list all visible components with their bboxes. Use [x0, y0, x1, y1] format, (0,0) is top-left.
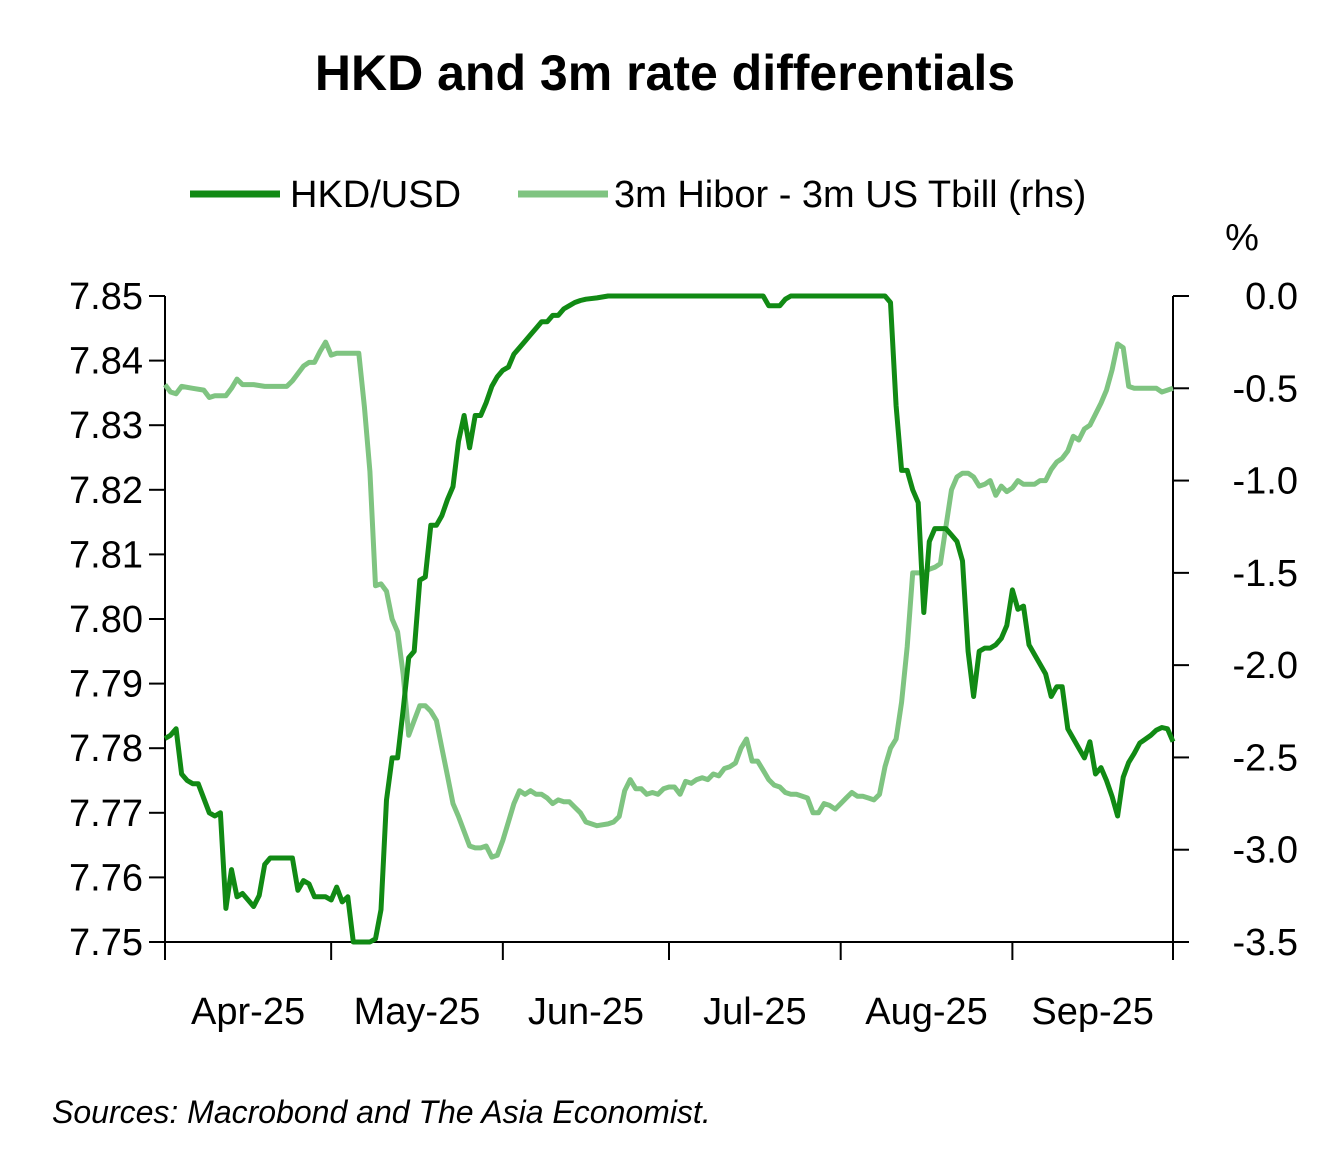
left-tick-label: 7.76: [69, 857, 143, 899]
left-tick-label: 7.75: [69, 922, 143, 964]
x-tick-label: Jul-25: [703, 991, 807, 1033]
right-tick-label: 0.0: [1245, 276, 1298, 318]
legend-label-hkd-usd: HKD/USD: [290, 174, 461, 216]
left-tick-label: 7.83: [69, 405, 143, 447]
right-tick-label: -3.0: [1233, 830, 1298, 872]
legend-label-hibor-tbill: 3m Hibor - 3m US Tbill (rhs): [614, 174, 1086, 216]
chart-title: HKD and 3m rate differentials: [314, 45, 1016, 101]
x-tick-label: May-25: [354, 991, 481, 1033]
right-tick-label: -1.0: [1233, 461, 1298, 503]
right-tick-label: -2.5: [1233, 737, 1298, 779]
x-tick-label: Aug-25: [865, 991, 988, 1033]
left-tick-label: 7.77: [69, 793, 143, 835]
legend: HKD/USD 3m Hibor - 3m US Tbill (rhs): [190, 174, 1086, 216]
right-tick-label: -2.0: [1233, 645, 1298, 687]
x-tick-label: Sep-25: [1031, 991, 1154, 1033]
left-tick-label: 7.81: [69, 534, 143, 576]
left-tick-label: 7.78: [69, 728, 143, 770]
series-line-hibor-tbill: [162, 339, 1174, 860]
axes: 7.75 7.76 7.77 7.78 7.79 7.80 7.81 7.82 7.83 7.84…: [69, 276, 1298, 1033]
left-tick-label: 7.85: [69, 276, 143, 318]
right-tick-label: -1.5: [1233, 553, 1298, 595]
right-tick-label: -3.5: [1233, 922, 1298, 964]
left-tick-label: 7.79: [69, 664, 143, 706]
source-note: Sources: Macrobond and The Asia Economis…: [52, 1094, 711, 1130]
series-line-hkd-usd: [163, 293, 1176, 945]
left-tick-label: 7.84: [69, 341, 143, 383]
series-layer: [162, 293, 1176, 945]
left-tick-label: 7.80: [69, 599, 143, 641]
left-tick-label: 7.82: [69, 470, 143, 512]
x-tick-label: Apr-25: [191, 991, 305, 1033]
x-tick-label: Jun-25: [528, 991, 644, 1033]
right-axis-unit-label: %: [1225, 217, 1259, 259]
right-tick-label: -0.5: [1233, 368, 1298, 410]
